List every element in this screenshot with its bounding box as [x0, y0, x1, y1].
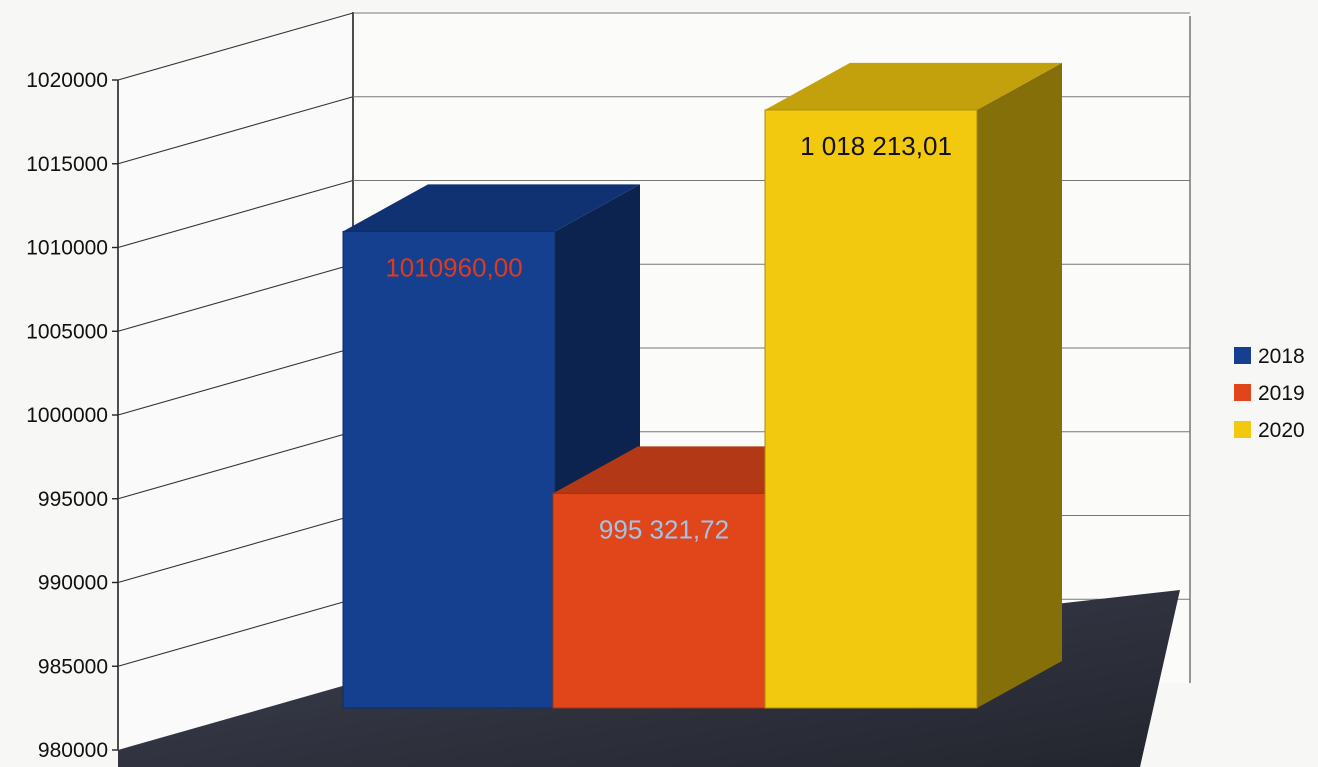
legend-swatch-2018: [1234, 347, 1251, 364]
gridline-side: [117, 431, 354, 500]
data-labels: 1010960,00 995 321,72 1 018 213,01: [385, 131, 952, 544]
gridline-side: [117, 12, 354, 81]
bar-front-2020: [765, 109, 977, 709]
legend-label-2018: 2018: [1258, 345, 1305, 368]
gridline-side: [117, 263, 354, 332]
data-label-2019: 995 321,72: [599, 514, 729, 544]
bar-top-2018: [343, 184, 640, 232]
data-label-2020: 1 018 213,01: [800, 131, 952, 161]
y-tick-label: 1020000: [26, 69, 108, 92]
legend: 2018 2019 2020: [1234, 345, 1305, 442]
gridline-side: [117, 598, 354, 667]
y-tick-label: 1015000: [26, 153, 108, 176]
gridline-side: [117, 514, 354, 584]
side-wall: [118, 11, 353, 750]
y-tick-label: 990000: [38, 572, 108, 595]
legend-swatch-2020: [1234, 421, 1251, 438]
y-tick-label: 1010000: [26, 237, 108, 260]
y-tick-label: 985000: [38, 655, 108, 678]
gridline-side: [117, 96, 354, 165]
y-tick-label: 1000000: [26, 404, 108, 427]
y-tick-label: 980000: [38, 739, 108, 762]
bar-2020: [764, 62, 1062, 709]
y-tick-label: 995000: [38, 488, 108, 511]
gridline-side: [117, 347, 354, 416]
legend-swatch-2019: [1234, 384, 1251, 401]
legend-label-2020: 2020: [1258, 419, 1305, 442]
bar-outline-2018: [342, 230, 556, 709]
gridline-side: [117, 179, 354, 249]
y-tick-label: 1005000: [26, 320, 108, 343]
bar-side-2020: [977, 62, 1062, 709]
data-label-2018: 1010960,00: [385, 252, 522, 282]
bars: [342, 62, 1062, 709]
bar-outline-2020: [764, 109, 978, 709]
y-axis-ticks: 980000 985000 990000 995000 1000000 1005000 10…: [26, 69, 118, 762]
legend-label-2019: 2019: [1258, 382, 1305, 405]
bar-front-2018: [343, 231, 555, 709]
bar-top-2020: [765, 62, 1062, 110]
bar-front-2019: [553, 493, 765, 708]
